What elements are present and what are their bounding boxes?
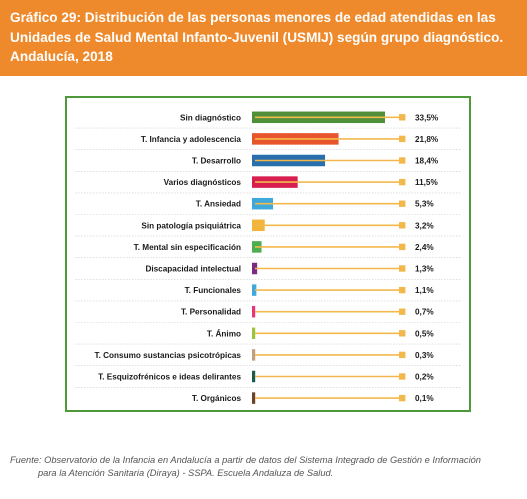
bar <box>252 284 257 296</box>
value-label: 3,2% <box>415 221 434 230</box>
value-marker <box>399 200 406 207</box>
value-marker <box>399 330 406 337</box>
value-label: 0,1% <box>415 394 434 403</box>
bar <box>252 392 256 404</box>
value-label: 33,5% <box>415 113 439 122</box>
value-marker <box>399 157 406 164</box>
category-label: T. Consumo sustancias psicotrópicas <box>94 351 241 360</box>
value-marker <box>399 351 406 359</box>
bar <box>252 370 256 383</box>
category-label: T. Esquizofrénicos e ideas delirantes <box>98 373 241 382</box>
bar <box>252 349 256 361</box>
value-marker <box>399 394 406 402</box>
value-marker <box>399 114 406 121</box>
category-label: T. Ansiedad <box>196 200 241 209</box>
value-label: 0,5% <box>415 329 434 338</box>
value-marker <box>399 135 406 143</box>
value-label: 1,3% <box>415 265 434 274</box>
category-label: T. Personalidad <box>181 308 241 317</box>
bar <box>252 262 258 275</box>
value-label: 0,3% <box>415 351 434 360</box>
chart-panel: Sin diagnóstico 33,5% T. Infancia y adoles… <box>65 96 471 412</box>
value-marker <box>399 222 406 229</box>
value-label: 5,3% <box>415 200 434 209</box>
category-label: Discapacidad intelectual <box>145 265 241 274</box>
category-label: T. Ánimo <box>207 328 241 338</box>
value-label: 18,4% <box>415 157 439 166</box>
value-label: 2,4% <box>415 243 434 252</box>
category-label: Varios diagnósticos <box>164 178 242 187</box>
category-label: T. Infancia y adolescencia <box>141 135 242 144</box>
value-label: 11,5% <box>415 178 438 187</box>
value-label: 0,2% <box>415 373 434 382</box>
category-label: T. Desarrollo <box>192 157 241 166</box>
value-label: 21,8% <box>415 135 439 144</box>
value-label: 1,1% <box>415 286 434 295</box>
category-label: Sin diagnóstico <box>180 113 241 122</box>
value-marker <box>399 265 406 272</box>
category-label: T. Mental sin especificación <box>134 243 241 252</box>
bar <box>252 305 256 318</box>
chart-header: Gráfico 29: Distribución de las personas… <box>0 0 527 76</box>
value-marker <box>399 243 406 251</box>
source-line-1: Fuente: Observatorio de la Infancia en A… <box>10 455 481 465</box>
chart-title: Gráfico 29: Distribución de las personas… <box>10 10 504 64</box>
source-note: Fuente: Observatorio de la Infancia en A… <box>10 454 520 480</box>
value-label: 0,7% <box>415 308 434 317</box>
bar-chart: Sin diagnóstico 33,5% T. Infancia y adoles… <box>75 111 462 404</box>
value-marker <box>399 308 406 315</box>
category-label: Sin patología psiquiátrica <box>141 221 241 230</box>
category-label: T. Orgánicos <box>192 394 242 403</box>
value-marker <box>399 286 406 294</box>
value-marker <box>399 178 406 186</box>
value-marker <box>399 373 406 380</box>
bar <box>252 327 256 340</box>
source-line-2: para la Atención Sanitaria (Diraya) - SS… <box>38 468 334 478</box>
category-label: T. Funcionales <box>185 286 242 295</box>
